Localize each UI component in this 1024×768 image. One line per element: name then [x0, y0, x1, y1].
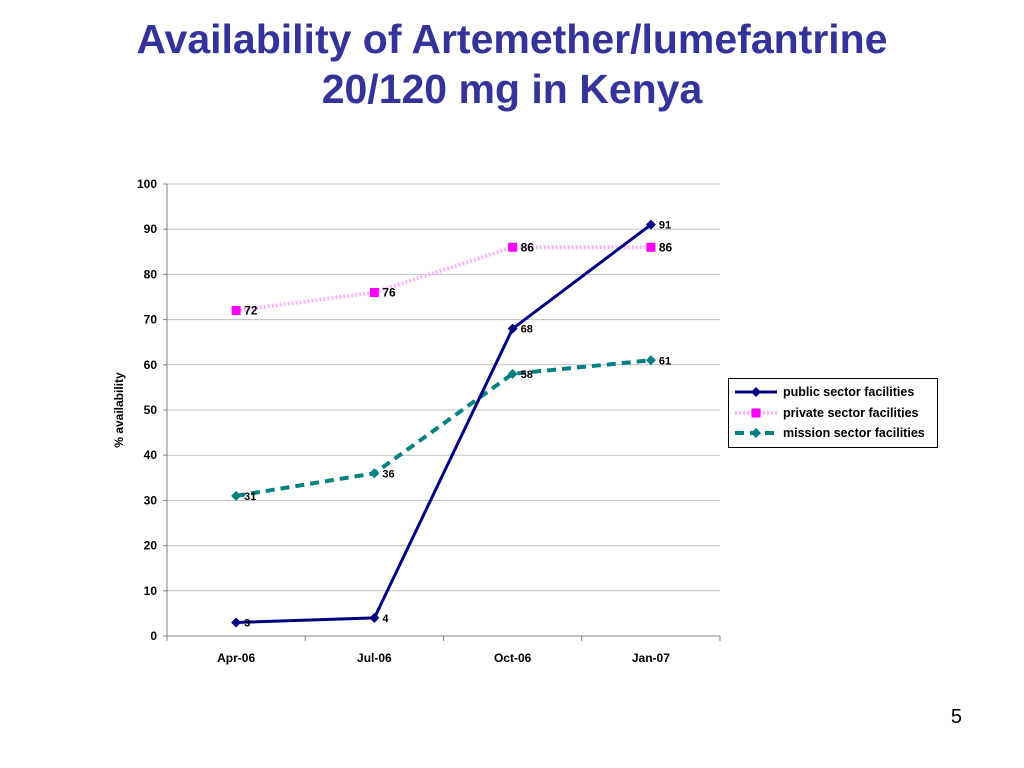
y-tick-label: 30 [144, 493, 158, 507]
y-tick-label: 90 [144, 222, 158, 236]
data-label: 76 [382, 285, 396, 299]
legend-label: public sector facilities [783, 385, 915, 400]
data-label: 86 [659, 240, 673, 254]
data-label: 36 [382, 468, 394, 480]
data-point [369, 612, 380, 623]
data-label: 91 [659, 220, 671, 232]
data-point [231, 490, 242, 501]
data-point [646, 242, 656, 252]
data-label: 58 [521, 369, 533, 381]
data-point [507, 323, 518, 334]
slide-title: Availability of Artemether/lumefantrine … [0, 14, 1024, 114]
slide-title-line-2: 20/120 mg in Kenya [321, 66, 703, 112]
data-label: 72 [244, 304, 258, 318]
page-number: 5 [950, 706, 962, 728]
data-point [231, 306, 241, 316]
x-tick-label: Jul-06 [357, 651, 392, 665]
data-label: 61 [659, 355, 671, 367]
y-tick-label: 40 [144, 448, 158, 462]
data-label: 86 [521, 240, 535, 254]
data-label: 3 [244, 617, 250, 629]
chart-legend: public sector facilities private sector f… [728, 378, 938, 448]
data-point [369, 287, 379, 297]
y-tick-label: 20 [144, 539, 158, 553]
legend-item: private sector facilities [733, 403, 937, 424]
legend-item: public sector facilities [733, 382, 937, 403]
legend-label: private sector facilities [783, 405, 919, 420]
legend-marker [751, 408, 761, 418]
x-tick-label: Apr-06 [217, 651, 255, 665]
data-point [508, 242, 518, 252]
slide-title-line-1: Availability of Artemether/lumefantrine [136, 16, 888, 62]
legend-marker [751, 428, 761, 439]
series-line-2 [235, 358, 652, 498]
data-point [369, 468, 380, 479]
data-point [507, 368, 518, 379]
legend-item: mission sector facilities [733, 423, 937, 444]
x-tick-label: Oct-06 [494, 651, 532, 665]
series-line-1 [235, 245, 651, 313]
y-tick-label: 10 [144, 584, 158, 598]
y-tick-label: 70 [144, 313, 158, 327]
data-point [645, 355, 656, 366]
data-label: 68 [521, 324, 533, 336]
y-tick-label: 60 [144, 358, 158, 372]
series-line-0 [236, 223, 652, 624]
data-label: 31 [244, 491, 256, 503]
legend-marker [751, 387, 761, 398]
y-tick-label: 100 [137, 177, 157, 191]
y-tick-label: 0 [150, 629, 157, 643]
legend-swatch [735, 428, 777, 439]
x-tick-label: Jan-07 [632, 651, 670, 665]
y-tick-label: 80 [144, 267, 158, 281]
data-point [645, 219, 656, 230]
data-point [231, 617, 242, 628]
legend-label: mission sector facilities [783, 426, 925, 441]
legend-swatch [735, 387, 777, 398]
y-axis-label: % availability [112, 372, 126, 448]
data-label: 4 [382, 613, 389, 625]
legend-swatch [735, 408, 777, 418]
y-tick-label: 50 [144, 403, 158, 417]
